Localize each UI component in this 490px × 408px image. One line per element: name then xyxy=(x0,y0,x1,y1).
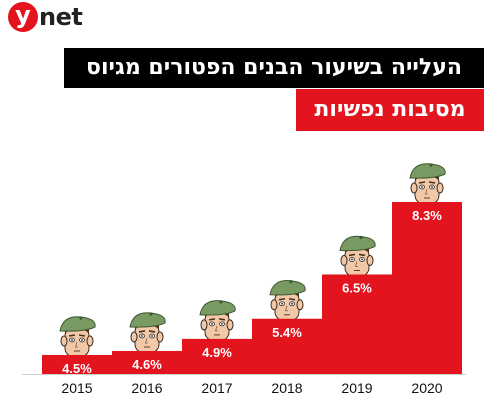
soldier-head-icon xyxy=(129,312,166,354)
soldier-head-icon xyxy=(199,300,236,342)
bar xyxy=(42,355,112,374)
x-tick-label: 2015 xyxy=(61,380,92,396)
x-tick-label: 2016 xyxy=(131,380,162,396)
soldier-head-icon xyxy=(339,235,376,277)
x-tick-label: 2019 xyxy=(341,380,372,396)
logo-circle: y xyxy=(8,2,38,32)
bar xyxy=(322,274,392,374)
x-tick-label: 2017 xyxy=(201,380,232,396)
bar-value-label: 4.6% xyxy=(132,357,162,372)
bar xyxy=(392,202,462,374)
bar-value-label: 6.5% xyxy=(342,280,372,295)
bar xyxy=(252,318,322,374)
soldier-head-icon xyxy=(409,163,446,205)
bar-value-label: 4.5% xyxy=(62,361,92,376)
bar-value-label: 4.9% xyxy=(202,345,232,360)
bar xyxy=(182,338,252,374)
chart-title-line1: העלייה בשיעור הבנים הפטורים מגיוס xyxy=(64,48,484,88)
soldier-head-icon xyxy=(59,316,96,358)
ynet-logo: y net xyxy=(8,2,83,32)
logo-text: net xyxy=(39,3,83,31)
bar-value-label: 5.4% xyxy=(272,325,302,340)
bar xyxy=(112,350,182,374)
x-tick-label: 2020 xyxy=(411,380,442,396)
x-tick-label: 2018 xyxy=(271,380,302,396)
chart-title-line2: מסיבות נפשיות xyxy=(296,89,484,131)
bar-value-label: 8.3% xyxy=(412,208,442,223)
soldier-head-icon xyxy=(269,280,306,322)
